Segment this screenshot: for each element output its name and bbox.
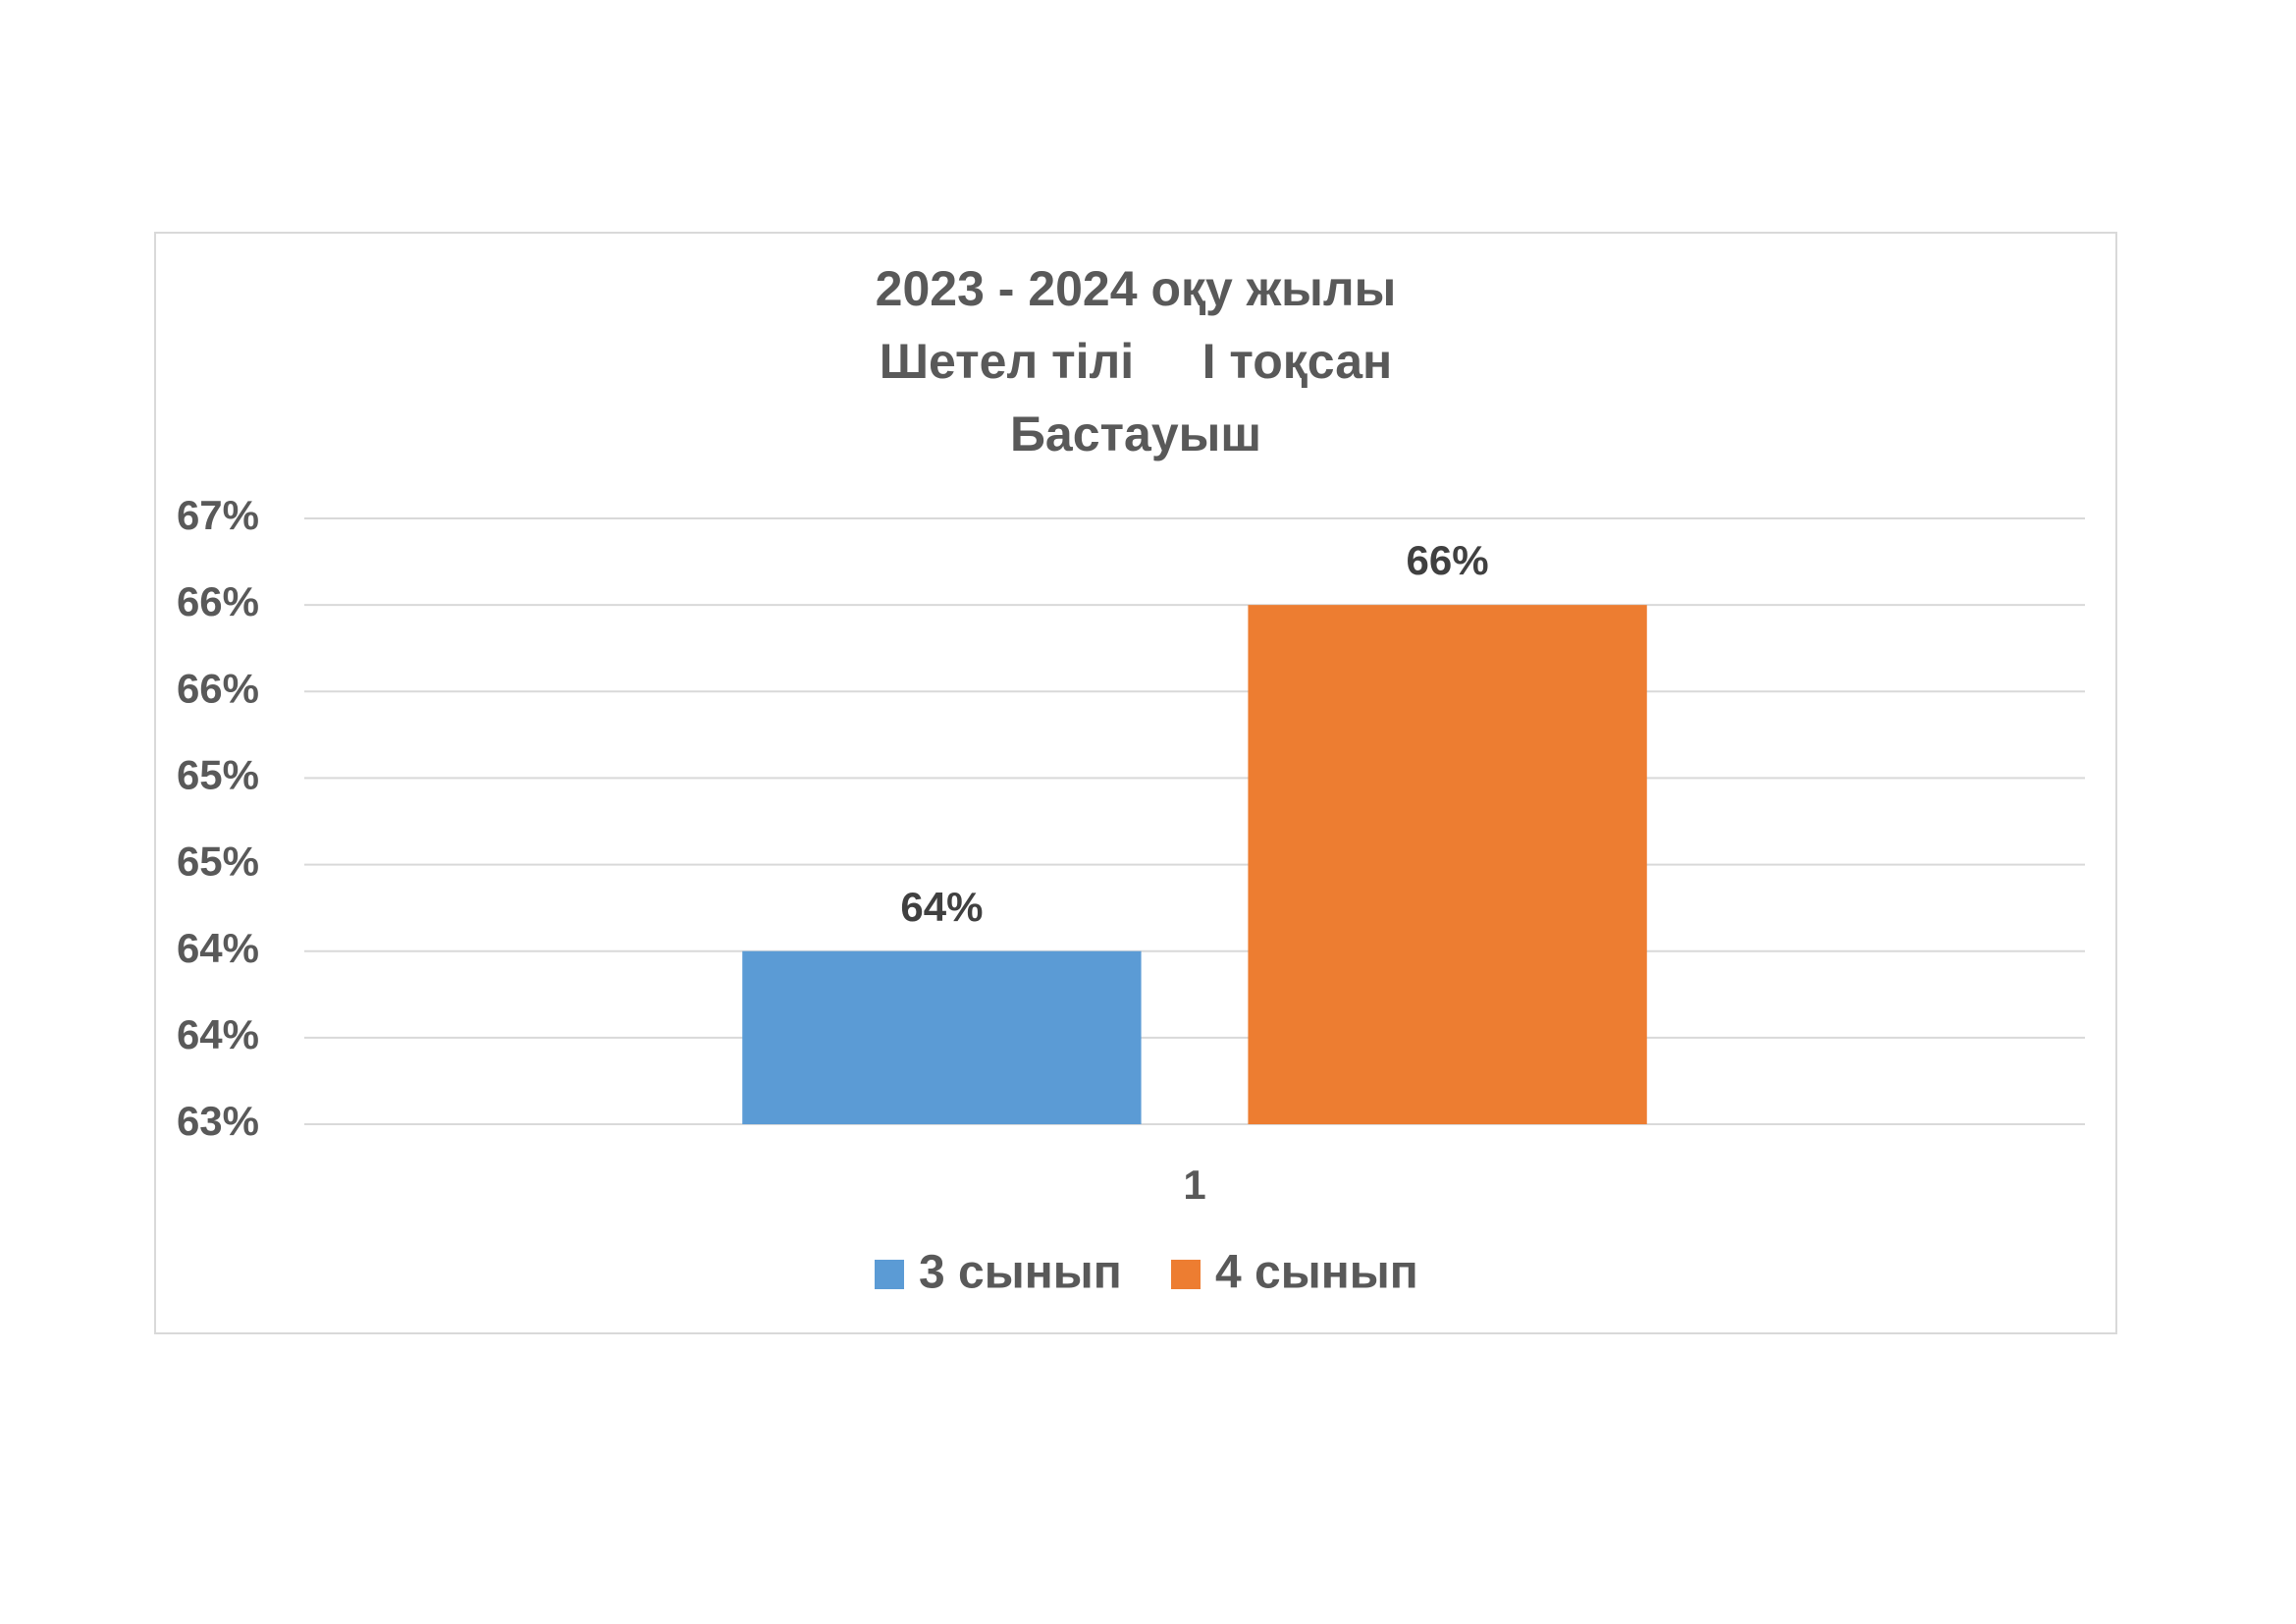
y-tick-label: 67% [177, 492, 259, 538]
legend-label: 3 сынып [919, 1247, 1122, 1299]
y-tick-label: 64% [177, 1011, 259, 1057]
chart-frame [154, 232, 2117, 1334]
y-tick-label: 66% [177, 578, 259, 624]
chart-title: 2023 - 2024 оқу жылы [876, 261, 1397, 316]
legend-label: 4 сынып [1215, 1247, 1418, 1299]
chart-title: Бастауыш [1010, 406, 1261, 461]
data-label: 64% [900, 884, 983, 930]
data-label: 66% [1407, 537, 1489, 583]
y-tick-label: 63% [177, 1098, 259, 1144]
y-tick-label: 64% [177, 925, 259, 971]
y-tick-label: 66% [177, 665, 259, 711]
y-tick-label: 65% [177, 839, 259, 885]
x-tick-label: 1 [1183, 1162, 1205, 1208]
legend-swatch [1171, 1260, 1201, 1289]
bar [1248, 605, 1647, 1124]
y-tick-label: 65% [177, 752, 259, 798]
chart-title: Шетел тілі І тоқсан [880, 334, 1392, 389]
legend-swatch [875, 1260, 904, 1289]
bar [742, 950, 1142, 1124]
